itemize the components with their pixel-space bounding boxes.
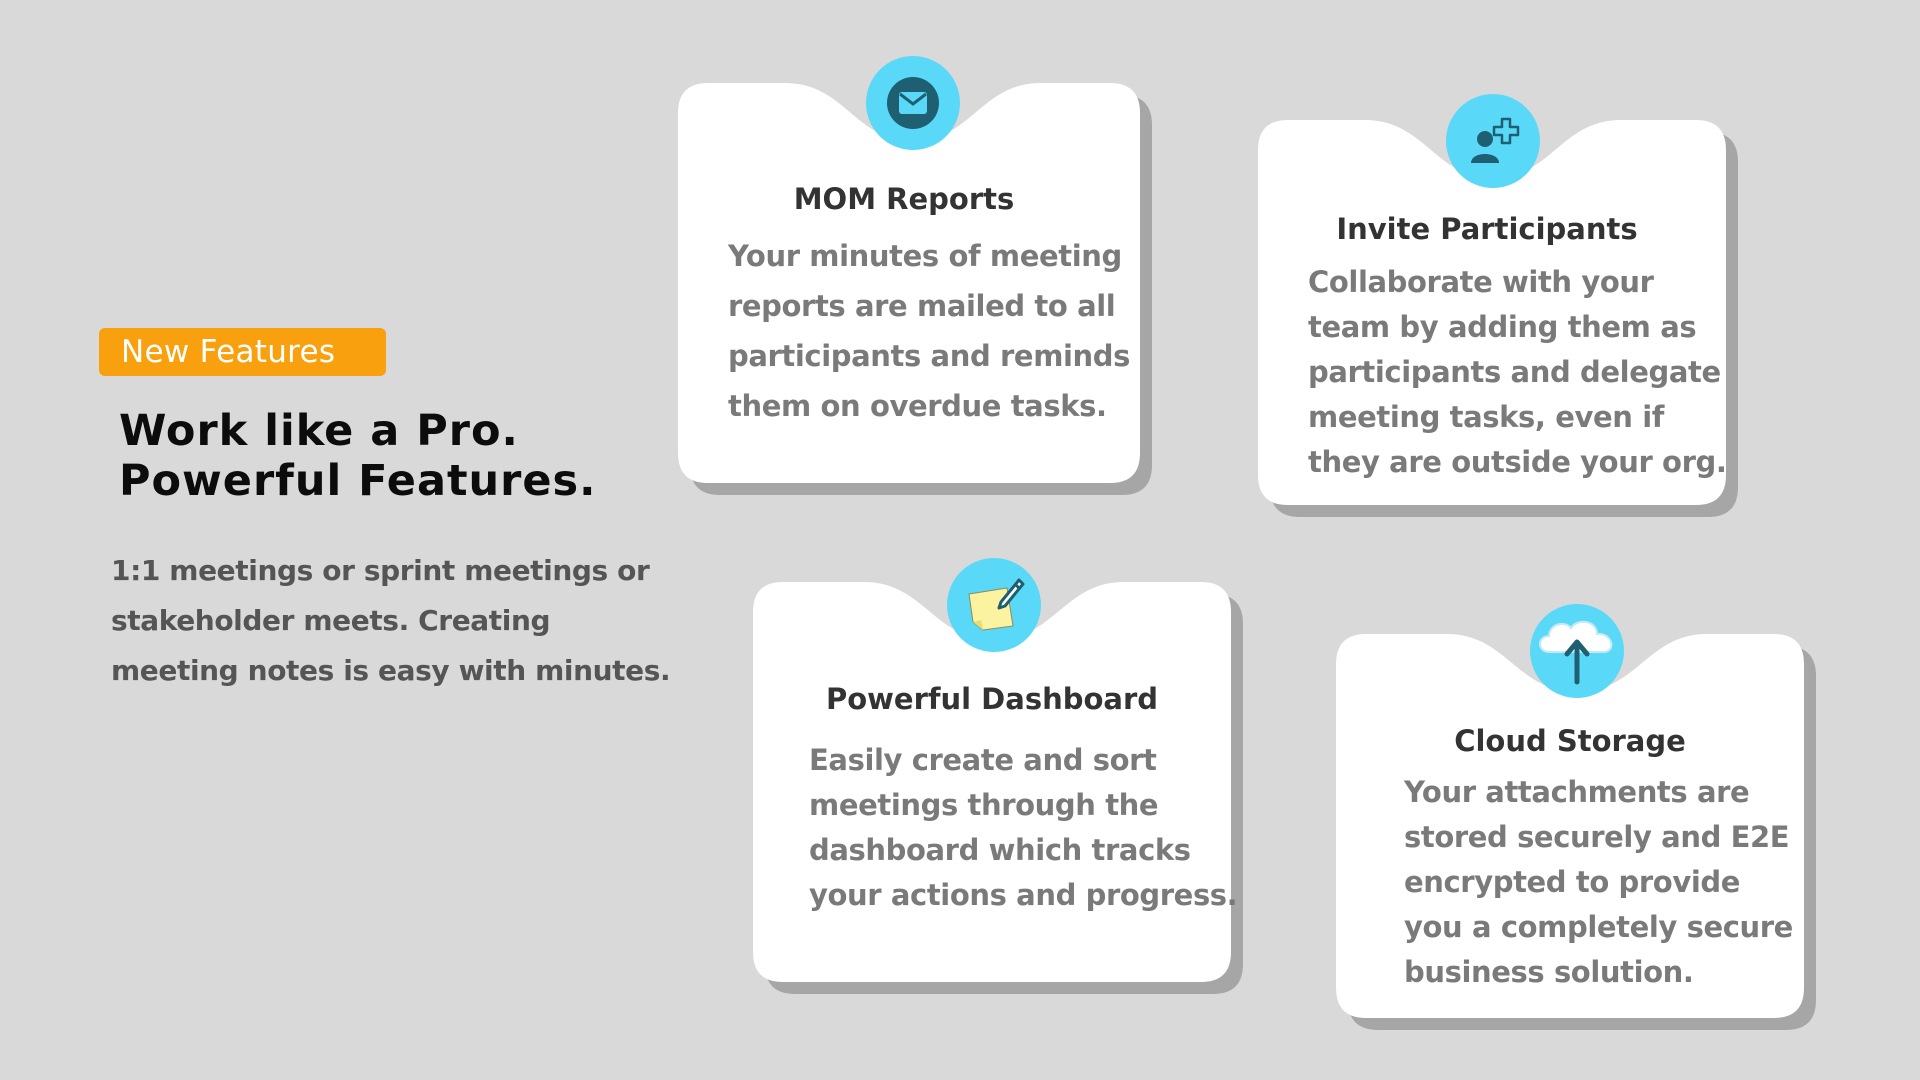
feature-card-invite-participants: Invite Participants Collaborate with you… (1258, 94, 1738, 534)
card-body (678, 83, 1140, 483)
intro-description: 1:1 meetings or sprint meetings or stake… (111, 554, 671, 687)
cloud-upload-icon (1539, 620, 1613, 685)
card-background (678, 83, 1152, 495)
page-headline: Work like a Pro. Powerful Features. (119, 406, 699, 506)
card-description: Collaborate with your team by adding the… (1308, 265, 1727, 479)
card-body (1258, 120, 1726, 505)
card-background (1258, 120, 1738, 517)
card-description: Easily create and sort meetings through … (809, 743, 1238, 912)
feature-card-mom-reports: MOM Reports Your minutes of meeting repo… (678, 56, 1152, 496)
card-background (753, 582, 1243, 994)
new-features-badge: New Features (99, 328, 386, 376)
sticky-note-icon-badge (947, 558, 1041, 652)
sticky-note-icon (968, 578, 1025, 631)
card-body (1336, 634, 1804, 1018)
card-title: MOM Reports (793, 182, 1015, 216)
card-title: Cloud Storage (1454, 724, 1686, 758)
card-body (753, 582, 1231, 982)
card-title: Invite Participants (1336, 212, 1638, 246)
envelope-icon-badge (866, 56, 960, 150)
headline-line-1: Work like a Pro. (119, 406, 519, 456)
envelope-icon (887, 77, 939, 129)
card-title: Powerful Dashboard (825, 682, 1159, 716)
cloud-upload-icon-badge (1530, 604, 1624, 698)
add-user-icon (1471, 117, 1520, 163)
card-description: Your minutes of meeting reports are mail… (728, 239, 1131, 423)
card-description: Your attachments are stored securely and… (1404, 775, 1793, 989)
feature-card-powerful-dashboard: Powerful Dashboard Easily create and sor… (753, 558, 1243, 1008)
add-user-icon-badge (1446, 94, 1540, 188)
intro-section: New Features Work like a Pro. Powerful F… (99, 328, 699, 696)
feature-card-cloud-storage: Cloud Storage Your attachments are store… (1336, 604, 1816, 1040)
headline-line-2: Powerful Features. (119, 456, 597, 506)
card-background (1336, 634, 1816, 1030)
